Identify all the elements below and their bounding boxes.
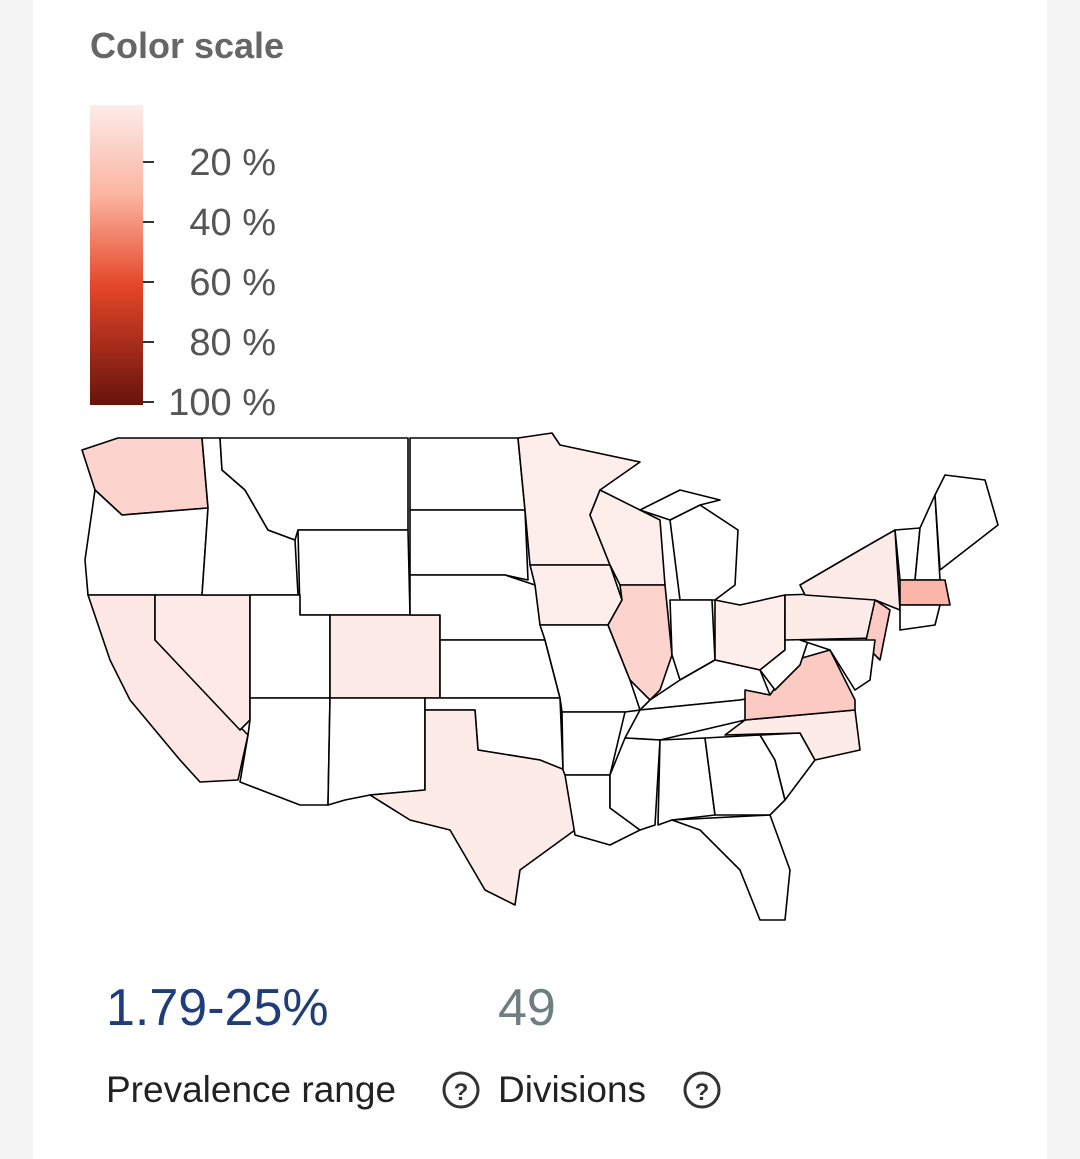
- state: [899, 604, 941, 631]
- state: [529, 564, 623, 626]
- state: [934, 474, 999, 571]
- help-icon[interactable]: ?: [442, 1071, 480, 1109]
- stat-value: 1.79-25%: [106, 979, 329, 1037]
- tick-label: 40 %: [189, 202, 276, 244]
- state: [219, 437, 409, 541]
- stat-label: Divisions: [498, 1069, 646, 1110]
- tick-label: 80 %: [189, 322, 276, 364]
- state: [297, 529, 411, 616]
- state: [409, 437, 526, 511]
- tick-label: 100 %: [168, 382, 276, 424]
- tick-label: 60 %: [189, 262, 276, 304]
- state: [369, 709, 576, 906]
- us-map: [81, 432, 999, 921]
- color-bar: [90, 105, 143, 405]
- stat-value: 49: [498, 979, 556, 1037]
- state: [657, 737, 716, 826]
- tick-label: 20 %: [189, 142, 276, 184]
- state: [409, 509, 529, 581]
- state: [239, 697, 331, 806]
- stat-label: Prevalence range: [106, 1069, 396, 1110]
- state: [899, 579, 951, 606]
- state: [639, 489, 721, 521]
- state: [329, 614, 441, 699]
- state: [327, 697, 426, 806]
- state: [609, 737, 661, 831]
- state: [799, 639, 876, 691]
- svg-text:?: ?: [695, 1079, 710, 1106]
- svg-text:?: ?: [454, 1079, 469, 1106]
- state: [669, 504, 739, 601]
- state: [671, 814, 791, 921]
- legend-ticks: 20 % 40 % 60 % 80 % 100 %: [143, 142, 276, 424]
- help-icon[interactable]: ?: [683, 1071, 721, 1109]
- state: [439, 639, 561, 699]
- legend-title: Color scale: [90, 25, 284, 66]
